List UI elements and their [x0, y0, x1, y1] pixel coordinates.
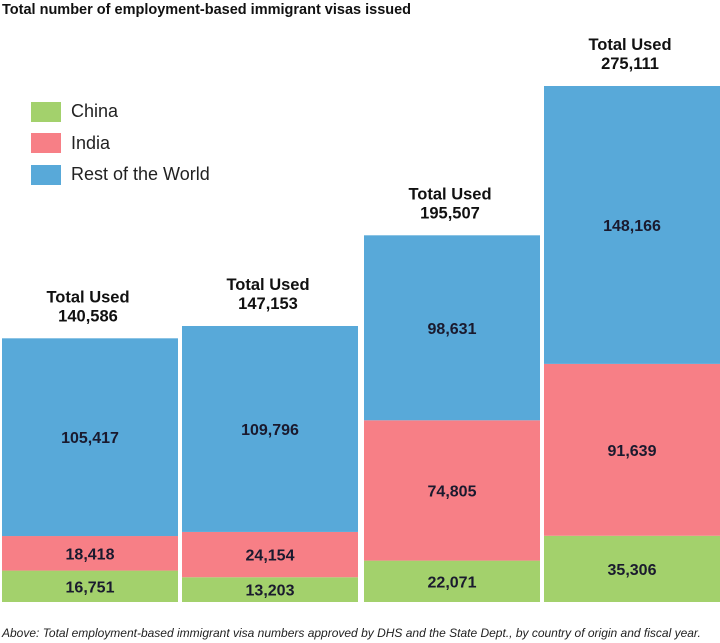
segment-label-china-1: 16,751 [66, 579, 115, 596]
total-used-value-3: 195,507 [420, 204, 480, 222]
segment-label-rest-of-world-1: 105,417 [61, 430, 119, 447]
legend-swatch-india [31, 133, 61, 154]
total-used-heading-4: Total Used [588, 36, 671, 54]
legend-swatch-china [31, 101, 61, 122]
segment-label-india-4: 91,639 [608, 443, 657, 460]
segment-label-china-4: 35,306 [608, 562, 657, 579]
legend-label-rest-of-world: Rest of the World [71, 164, 210, 185]
total-used-heading-3: Total Used [408, 185, 491, 203]
total-used-value-1: 140,586 [58, 307, 118, 325]
legend-item-china: China [31, 96, 210, 128]
chart-title: Total number of employment-based immigra… [2, 2, 412, 18]
segment-label-rest-of-world-3: 98,631 [428, 321, 477, 338]
bar-segment-rest-of-world-3 [364, 235, 540, 421]
legend-swatch-rest-of-world [31, 164, 61, 185]
bar-segment-china-2 [182, 577, 358, 602]
segment-label-rest-of-world-2: 109,796 [241, 422, 299, 439]
segment-label-india-1: 18,418 [66, 546, 115, 563]
bar-segment-india-4 [544, 363, 720, 536]
legend-label-china: China [71, 101, 119, 122]
legend-item-india: India [31, 128, 210, 160]
segment-label-india-2: 24,154 [246, 548, 295, 565]
bar-segment-rest-of-world-1 [2, 338, 178, 537]
total-used-heading-1: Total Used [46, 288, 129, 306]
bar-segment-india-3 [364, 420, 540, 561]
bar-segment-china-4 [544, 535, 720, 602]
segment-label-china-2: 13,203 [246, 583, 295, 600]
total-used-value-4: 275,111 [601, 55, 659, 73]
bar-segment-india-1 [2, 536, 178, 571]
segment-label-rest-of-world-4: 148,166 [603, 218, 661, 235]
bar-segment-rest-of-world-2 [182, 325, 358, 532]
bar-segment-rest-of-world-4 [544, 86, 720, 364]
legend-item-rest-of-world: Rest of the World [31, 159, 210, 191]
bar-segment-china-3 [364, 560, 540, 602]
total-used-heading-2: Total Used [226, 276, 309, 294]
total-used-value-2: 147,153 [238, 295, 298, 313]
legend-label-india: India [71, 132, 111, 153]
legend: China India Rest of the World [31, 96, 210, 191]
chart-caption: Above: Total employment-based immigrant … [2, 626, 701, 640]
bar-segment-india-2 [182, 531, 358, 578]
segment-label-china-3: 22,071 [428, 574, 477, 591]
bar-segment-china-1 [2, 570, 178, 602]
segment-label-india-3: 74,805 [428, 483, 477, 500]
